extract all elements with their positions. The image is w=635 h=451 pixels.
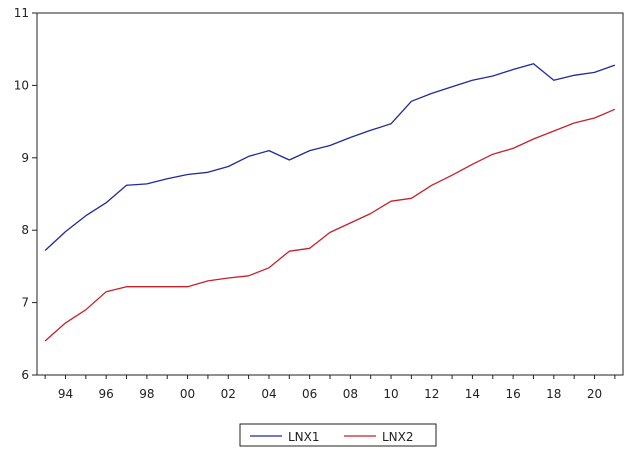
x-tick-label: 96: [99, 387, 114, 401]
x-tick-label: 08: [343, 387, 358, 401]
x-tick-label: 02: [221, 387, 236, 401]
series-layer: [44, 63, 616, 342]
x-tick-label: 04: [261, 387, 276, 401]
y-tick-label: 9: [21, 151, 29, 165]
y-axis: 6 7 8 9 10 11: [14, 6, 37, 382]
x-tick-label: 00: [180, 387, 195, 401]
x-tick-label: 10: [383, 387, 398, 401]
x-tick-label: 06: [302, 387, 317, 401]
y-tick-label: 8: [21, 223, 29, 237]
x-tick-label: 18: [546, 387, 561, 401]
series-line-lnx1: [44, 63, 616, 251]
legend-label-lnx2: LNX2: [382, 430, 414, 444]
legend: LNX1 LNX2: [239, 423, 437, 447]
x-tick-label: 12: [424, 387, 439, 401]
legend-box: [239, 423, 437, 447]
plot-frame: [36, 12, 624, 376]
x-tick-label: 94: [58, 387, 73, 401]
x-tick-label: 14: [465, 387, 480, 401]
y-tick-label: 7: [21, 296, 29, 310]
x-tick-label: 20: [587, 387, 602, 401]
x-axis: 94 96 98 00 02 04 06 08 10 12 14 16 18 20: [44, 375, 616, 401]
y-tick-label: 11: [14, 6, 29, 20]
y-tick-label: 6: [21, 368, 29, 382]
series-line-lnx2: [44, 108, 616, 342]
legend-label-lnx1: LNX1: [288, 430, 320, 444]
x-tick-label: 16: [505, 387, 520, 401]
y-tick-label: 10: [14, 78, 29, 92]
x-tick-label: 98: [139, 387, 154, 401]
